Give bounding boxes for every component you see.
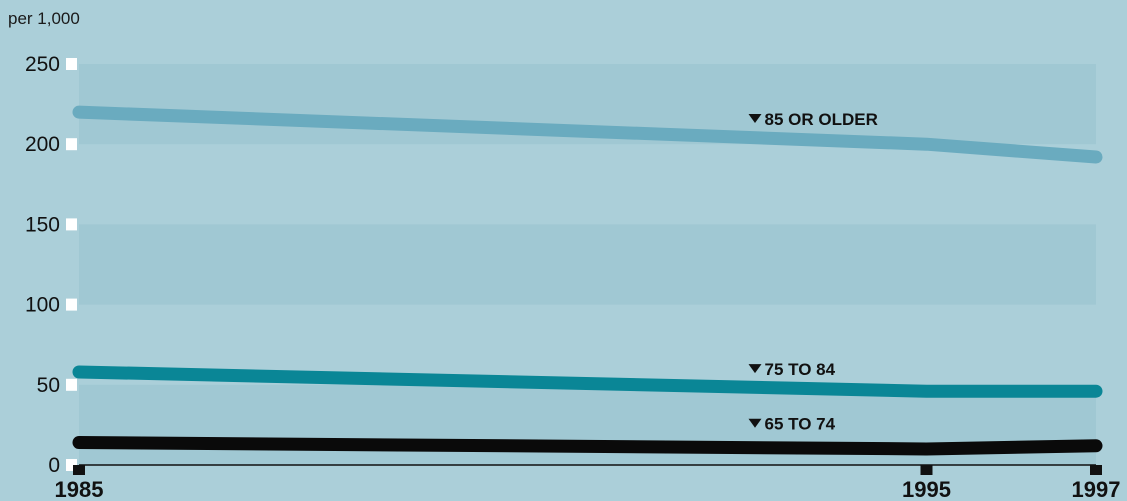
x-tick-label-1995: 1995 bbox=[902, 477, 951, 501]
y-tick-label-100: 100 bbox=[25, 294, 60, 317]
y-tick-label-0: 0 bbox=[48, 454, 60, 477]
y-tick-mark-50 bbox=[66, 378, 77, 391]
y-tick-label-250: 250 bbox=[25, 53, 60, 76]
y-axis: 0 50 100 150 200 250 bbox=[25, 53, 77, 477]
y-tick-mark-150 bbox=[66, 218, 77, 231]
series-line-65-to-74 bbox=[72, 436, 1103, 456]
x-axis: 1985 1995 1997 bbox=[55, 464, 1121, 501]
x-tick-mark-1985 bbox=[73, 465, 85, 475]
series-line-85-or-older bbox=[72, 105, 1103, 164]
plot-band-100 bbox=[79, 224, 1096, 305]
plot-bands bbox=[79, 64, 1096, 465]
y-axis-label: per 1,000 bbox=[8, 9, 80, 28]
series-marker-65-to-74 bbox=[748, 418, 762, 428]
y-tick-mark-250 bbox=[66, 58, 77, 70]
series-label-65-to-74: 65 TO 74 bbox=[765, 415, 836, 434]
x-tick-label-1985: 1985 bbox=[55, 477, 104, 501]
y-tick-label-50: 50 bbox=[37, 374, 60, 397]
y-tick-label-150: 150 bbox=[25, 213, 60, 236]
y-tick-mark-0 bbox=[66, 459, 77, 471]
x-tick-mark-1997 bbox=[1090, 465, 1102, 475]
y-tick-mark-100 bbox=[66, 298, 77, 311]
x-tick-mark-1995 bbox=[920, 465, 933, 475]
x-tick-label-1997: 1997 bbox=[1072, 477, 1121, 501]
series-group: 85 OR OLDER 75 TO 84 65 TO 74 bbox=[72, 105, 1103, 456]
y-tick-mark-200 bbox=[66, 138, 77, 151]
series-marker-85-or-older bbox=[748, 113, 762, 123]
series-line-75-to-84 bbox=[72, 365, 1103, 398]
series-label-75-to-84: 75 TO 84 bbox=[765, 360, 836, 379]
series-label-85-or-older: 85 OR OLDER bbox=[765, 110, 878, 129]
series-marker-75-to-84 bbox=[748, 364, 762, 374]
y-tick-label-200: 200 bbox=[25, 133, 60, 156]
